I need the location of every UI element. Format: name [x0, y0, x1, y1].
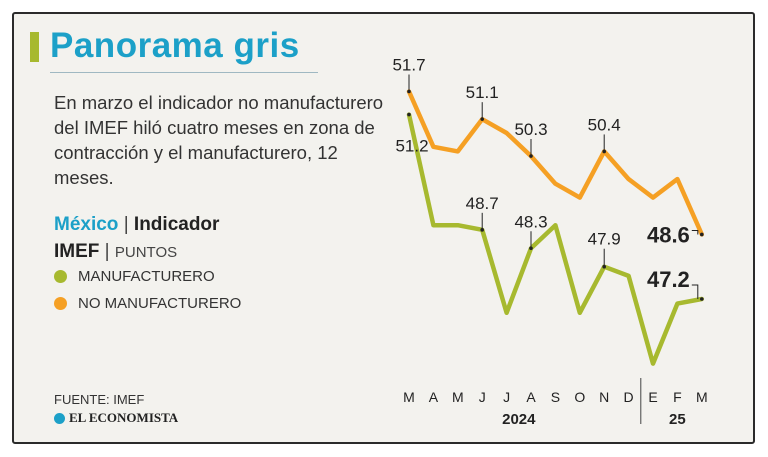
- brand-logo: EL ECONOMISTA: [54, 410, 178, 426]
- data-label-no-manufacturero: 51.1: [466, 83, 499, 102]
- legend-country: México: [54, 214, 119, 235]
- legend-label-no-manufacturero: NO MANUFACTURERO: [78, 295, 242, 312]
- x-tick-label: O: [574, 389, 585, 405]
- brand-name: EL ECONOMISTA: [69, 410, 179, 425]
- x-tick-label: S: [551, 389, 560, 405]
- data-point-marker-manufacturero: [407, 112, 411, 117]
- legend-item-manufacturero: MANUFACTURERO: [54, 268, 215, 285]
- legend-separator: |: [123, 214, 129, 235]
- legend-item-no-manufacturero: NO MANUFACTURERO: [54, 295, 241, 312]
- legend-heading: México | Indicador IMEF | PUNTOS: [54, 211, 219, 266]
- x-tick-label: M: [696, 389, 708, 405]
- page-title: Panorama gris: [50, 26, 300, 65]
- data-label-no-manufacturero: 50.4: [588, 115, 621, 134]
- legend-heading-line2: IMEF | PUNTOS: [54, 238, 219, 266]
- legend-units: PUNTOS: [114, 244, 178, 261]
- x-tick-label: F: [673, 389, 682, 405]
- brand-icon: [54, 412, 65, 424]
- legend-label-manufacturero: MANUFACTURERO: [78, 268, 215, 285]
- year-label: 25: [669, 411, 686, 428]
- data-point-marker-manufacturero: [602, 264, 606, 269]
- data-label-leader-manufacturero: [691, 284, 699, 299]
- title-accent-bar: [30, 32, 39, 62]
- x-tick-label: E: [648, 389, 657, 405]
- data-point-marker-no-manufacturero: [529, 154, 533, 158]
- data-label-no-manufacturero: 50.3: [514, 120, 547, 139]
- legend-indicator-line1: Indicador: [133, 214, 220, 235]
- x-tick-label: M: [452, 389, 464, 405]
- data-point-marker-manufacturero: [480, 228, 485, 232]
- series-line-no-manufacturero: [406, 89, 705, 237]
- x-tick-label: J: [503, 389, 510, 405]
- data-label-manufacturero: 47.2: [647, 267, 690, 292]
- data-point-marker-manufacturero: [700, 297, 704, 301]
- series-line-manufacturero: [406, 112, 705, 366]
- data-label-manufacturero: 51.2: [395, 137, 428, 156]
- data-label-manufacturero: 48.7: [466, 194, 499, 213]
- legend-heading-line1: México | Indicador: [54, 211, 219, 238]
- source-note: FUENTE: IMEF: [54, 392, 145, 407]
- legend-separator: |: [104, 241, 110, 262]
- data-label-manufacturero: 48.3: [514, 212, 547, 231]
- x-tick-label: N: [599, 389, 609, 405]
- data-point-marker-no-manufacturero: [700, 232, 704, 237]
- data-label-no-manufacturero: 48.6: [647, 222, 690, 247]
- legend-swatch-no-manufacturero: [54, 297, 67, 310]
- data-label-leader-no-manufacturero: [691, 229, 699, 235]
- x-tick-label: D: [624, 389, 634, 405]
- data-point-marker-no-manufacturero: [407, 89, 411, 94]
- x-tick-label: A: [526, 389, 536, 405]
- data-point-marker-no-manufacturero: [480, 117, 485, 121]
- data-label-no-manufacturero: 51.7: [392, 56, 425, 75]
- title-underline: [50, 72, 318, 73]
- legend-indicator-line2: IMEF: [54, 241, 100, 262]
- x-tick-label: M: [403, 389, 415, 405]
- data-point-marker-no-manufacturero: [602, 149, 606, 154]
- x-tick-label: J: [479, 389, 486, 405]
- year-label: 2024: [502, 411, 536, 428]
- infographic-frame: [12, 12, 755, 444]
- description-text: En marzo el indicador no manufacturero d…: [54, 92, 384, 188]
- data-point-marker-manufacturero: [529, 246, 533, 251]
- legend-swatch-manufacturero: [54, 270, 67, 283]
- x-tick-label: A: [429, 389, 439, 405]
- data-label-manufacturero: 47.9: [588, 230, 621, 249]
